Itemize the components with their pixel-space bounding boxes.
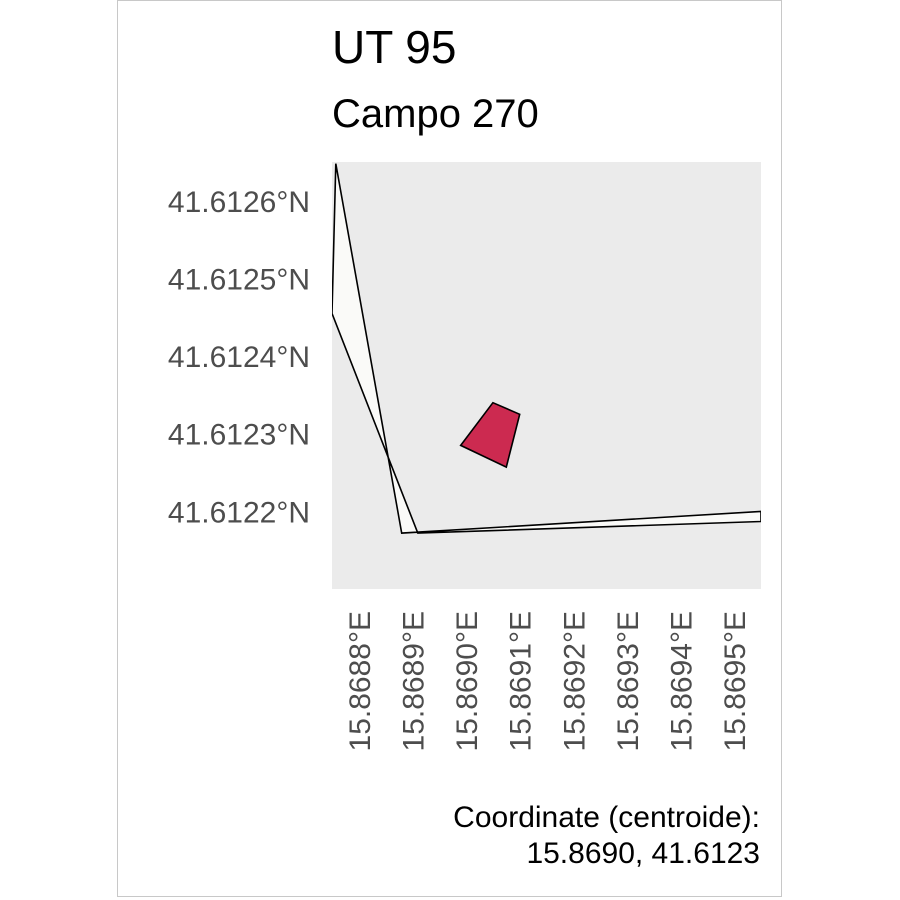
x-tick-label: 15.8688°E — [344, 611, 377, 751]
x-tick-label: 15.8693°E — [612, 611, 645, 751]
x-tick-label: 15.8695°E — [719, 611, 752, 751]
centroid-caption-label: Coordinate (centroide): — [453, 801, 760, 834]
map-title: UT 95 — [332, 21, 457, 73]
road-polygon — [332, 163, 761, 534]
x-tick-label: 15.8694°E — [666, 611, 699, 751]
centroid-caption: Coordinate (centroide): 15.8690, 41.6123 — [453, 800, 760, 872]
x-tick-label: 15.8692°E — [558, 611, 591, 751]
x-tick-label: 15.8691°E — [505, 611, 538, 751]
parcel-polygon — [459, 401, 521, 469]
x-tick-label: 15.8690°E — [451, 611, 484, 751]
y-tick-label: 41.6123°N — [168, 419, 310, 452]
x-tick-label: 15.8689°E — [397, 611, 430, 751]
centroid-caption-value: 15.8690, 41.6123 — [526, 837, 760, 870]
y-tick-label: 41.6124°N — [168, 341, 310, 374]
y-tick-label: 41.6122°N — [168, 496, 310, 529]
y-tick-label: 41.6125°N — [168, 263, 310, 296]
y-tick-label: 41.6126°N — [168, 186, 310, 219]
map-subtitle: Campo 270 — [332, 92, 539, 136]
